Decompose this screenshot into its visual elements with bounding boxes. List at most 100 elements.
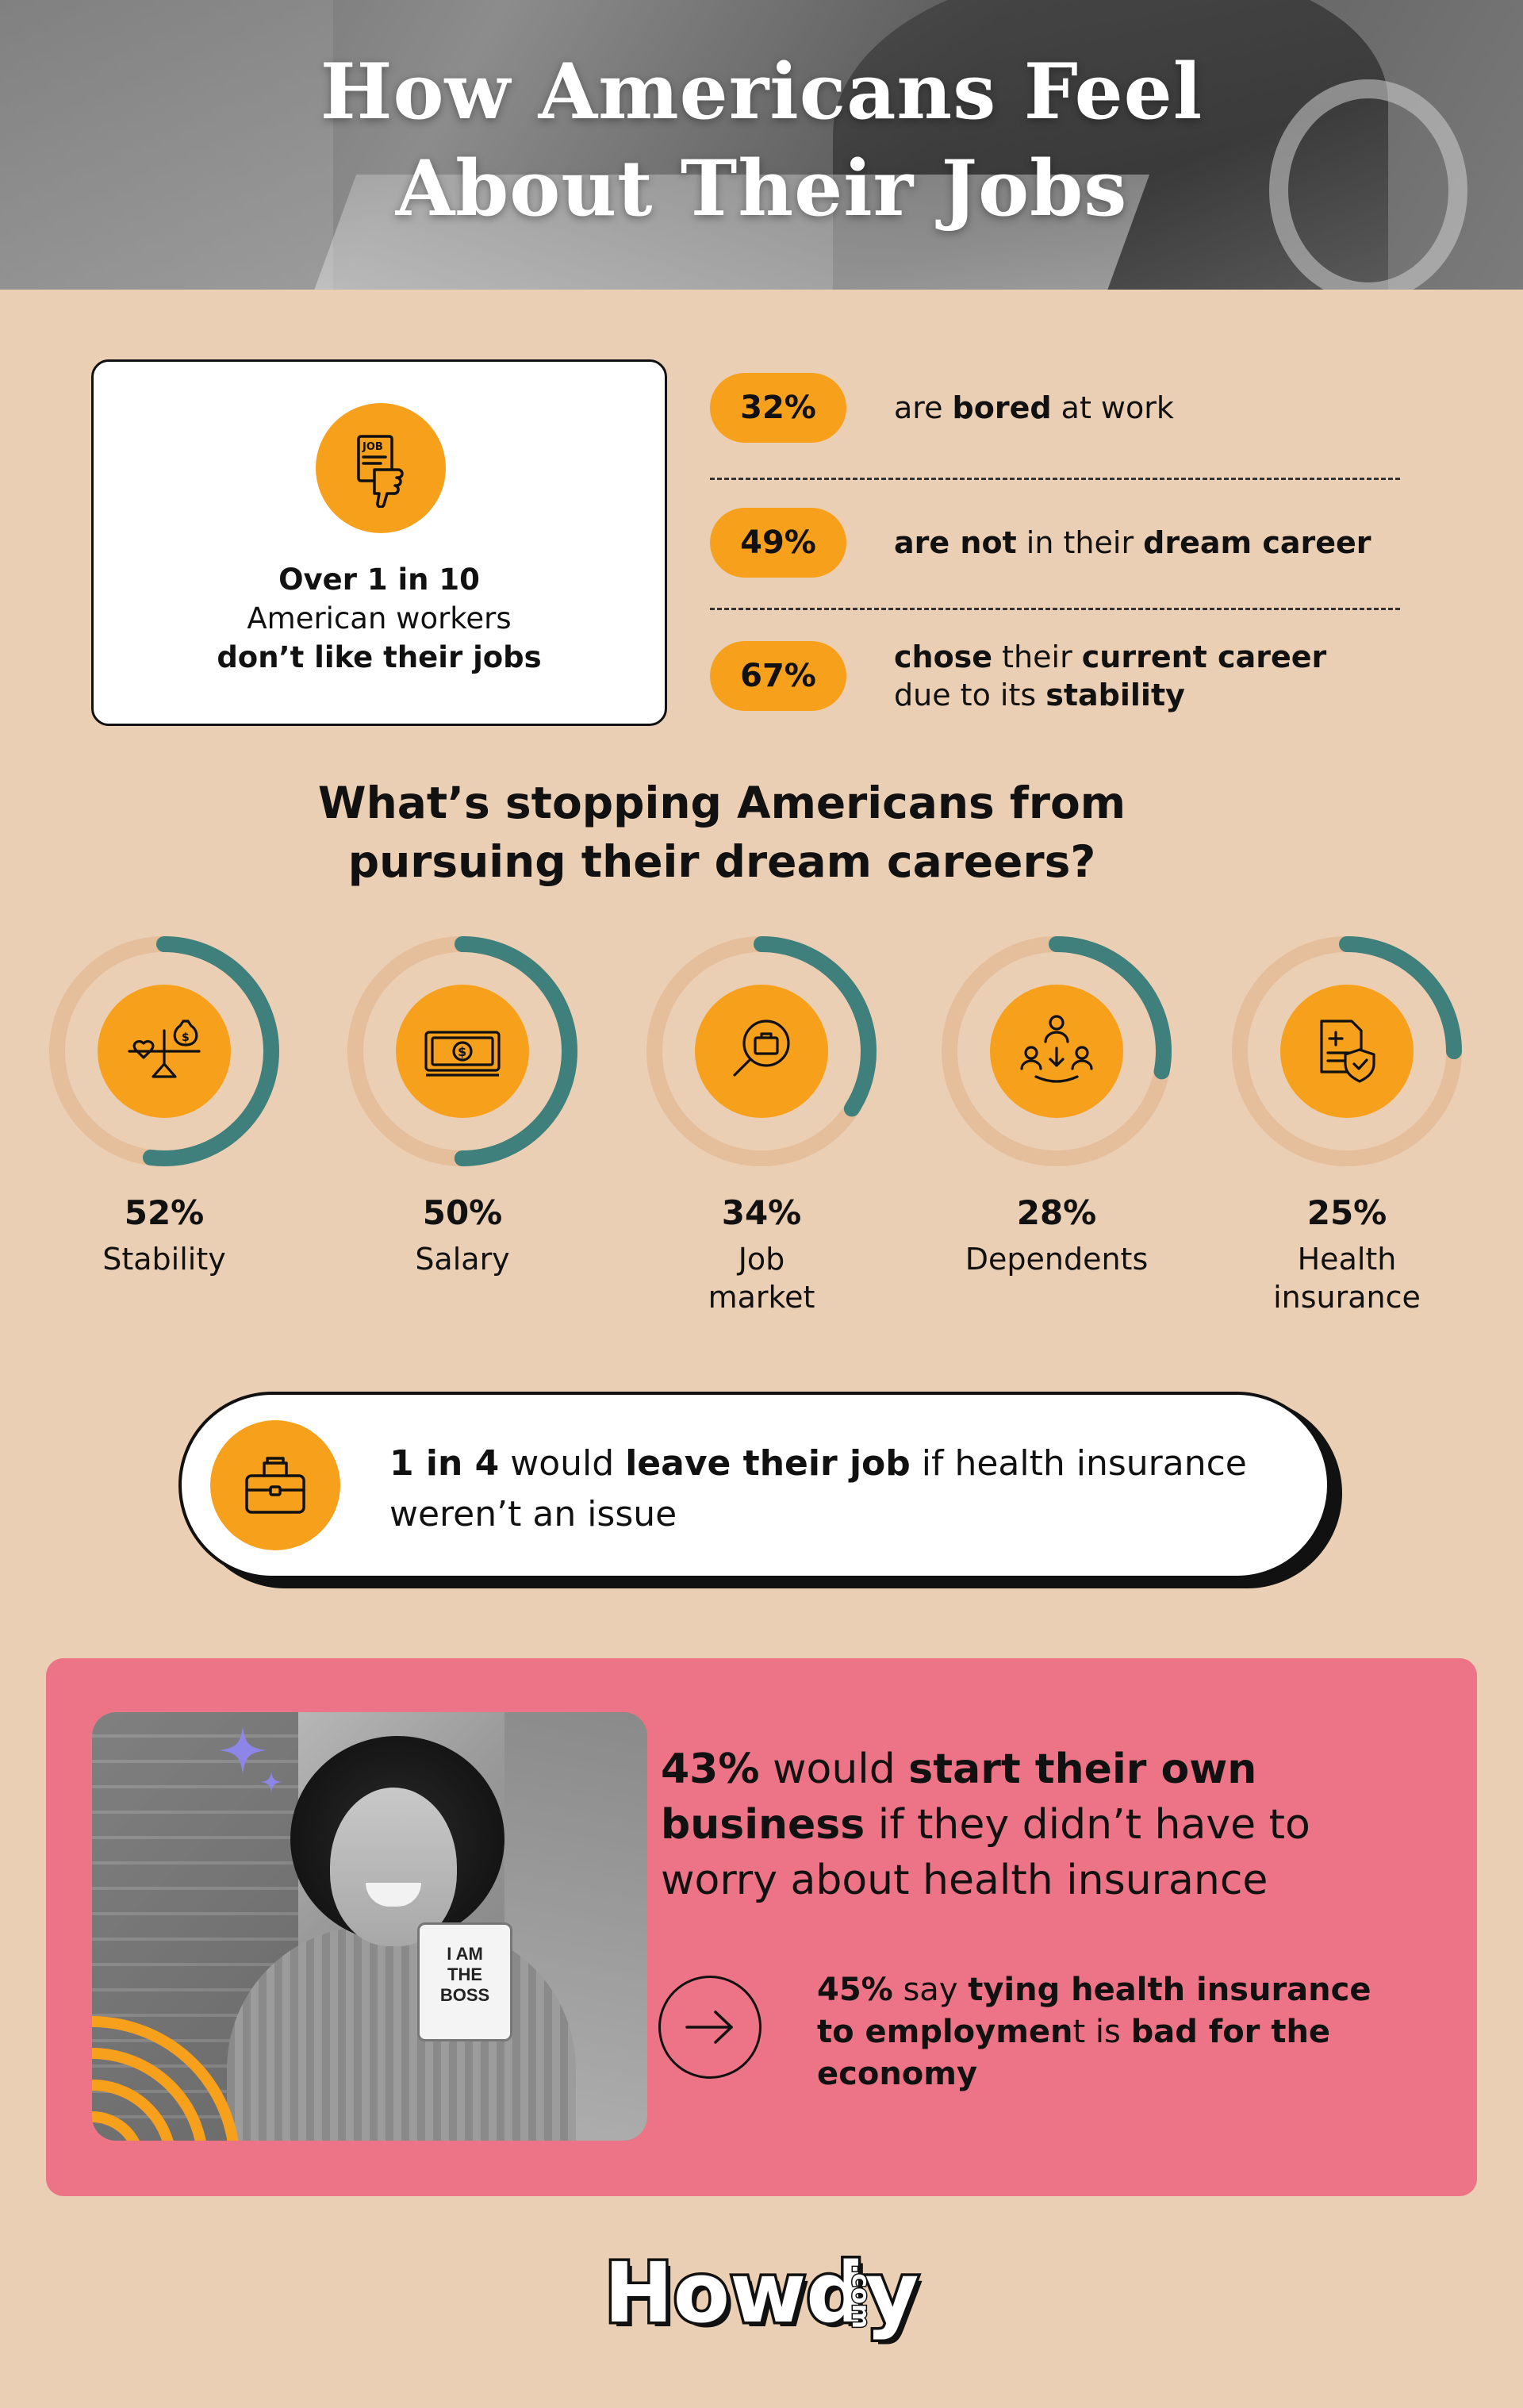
dashed-divider bbox=[710, 478, 1400, 480]
job-card-line-2: American workers bbox=[247, 601, 512, 636]
business-bold: business bbox=[661, 1801, 865, 1849]
scale-heart-money-icon: $ bbox=[128, 1020, 201, 1078]
callout-bold: leave their job bbox=[625, 1443, 911, 1484]
stat-text-part: in their bbox=[1016, 525, 1144, 560]
stat-text-bold: are not bbox=[894, 525, 1017, 560]
reason-percent: 52% bbox=[124, 1193, 205, 1232]
logo-wordmark: Howdy bbox=[601, 2243, 922, 2344]
stat-row-dream-career: 49% are not in their dream career bbox=[710, 508, 1408, 578]
business-bold: 43% bbox=[661, 1746, 760, 1793]
svg-text:JOB: JOB bbox=[362, 441, 383, 453]
job-card-line-1: Over 1 in 10 bbox=[278, 563, 480, 597]
stat-pill: 67% bbox=[710, 641, 846, 711]
stat-pill: 32% bbox=[710, 373, 846, 443]
ring-progress bbox=[49, 936, 279, 1166]
reason-salary: $ 50% Salary bbox=[343, 932, 581, 1278]
reason-percent: 28% bbox=[1016, 1193, 1097, 1232]
ring-chart: $ bbox=[49, 936, 279, 1166]
dashed-divider bbox=[710, 608, 1400, 610]
business-part: would bbox=[759, 1746, 909, 1793]
reason-percent: 50% bbox=[422, 1193, 503, 1232]
header-photo-shape bbox=[0, 0, 333, 290]
stat-text-bold: current career bbox=[1081, 639, 1327, 674]
mug-text-line-3: BOSS bbox=[439, 1985, 490, 2005]
ring-chart bbox=[942, 936, 1172, 1166]
economy-bold: 45% bbox=[817, 1972, 893, 2008]
callout-bold: 1 in 4 bbox=[389, 1443, 500, 1484]
economy-bold: tying health insurance bbox=[968, 1972, 1371, 2008]
arrow-right-icon bbox=[658, 1976, 762, 2079]
health-document-shield-icon bbox=[1320, 1020, 1375, 1083]
reason-label-line-1: Health bbox=[1297, 1242, 1397, 1277]
business-panel: I AM THE BOSS 43% would start their own … bbox=[46, 1658, 1477, 2196]
ring-chart bbox=[646, 936, 877, 1166]
reason-percent: 34% bbox=[721, 1193, 802, 1232]
reason-label: Health insurance bbox=[1228, 1240, 1466, 1316]
howdy-logo: Howdy .com bbox=[0, 2243, 1523, 2344]
reason-job-market: 34% Job market bbox=[643, 932, 880, 1316]
leave-job-text: 1 in 4 would leave their job if health i… bbox=[389, 1438, 1302, 1540]
callout-part: weren’t an issue bbox=[389, 1494, 677, 1534]
ring-chart bbox=[1232, 936, 1462, 1166]
business-part: worry about health insurance bbox=[661, 1857, 1268, 1904]
leave-job-callout: 1 in 4 would leave their job if health i… bbox=[178, 1392, 1330, 1579]
stat-row-stability: 67% chose their current career due to it… bbox=[710, 638, 1408, 714]
icon-circle bbox=[1280, 985, 1414, 1118]
start-business-text: 43% would start their own business if th… bbox=[661, 1742, 1438, 1908]
stat-text-part: their bbox=[992, 639, 1082, 674]
mug-text-line-2: THE bbox=[447, 1964, 482, 1984]
stat-row-bored: 32% are bored at work bbox=[710, 373, 1408, 443]
economy-part: say bbox=[892, 1972, 969, 2008]
stat-text: chose their current career due to its st… bbox=[894, 638, 1326, 714]
reason-label: Salary bbox=[343, 1240, 581, 1278]
icon-circle bbox=[396, 985, 529, 1118]
job-dislike-text: Over 1 in 10 American workers don’t like… bbox=[94, 560, 665, 677]
reason-dependents: 28% Dependents bbox=[938, 932, 1176, 1278]
stat-text-part: due to its bbox=[894, 678, 1046, 712]
ring-progress bbox=[646, 936, 877, 1166]
briefcase-icon bbox=[210, 1420, 340, 1550]
business-bold: start their own bbox=[908, 1746, 1257, 1793]
title-line-2: About Their Jobs bbox=[395, 144, 1128, 233]
economy-bold: to employmen bbox=[817, 2014, 1073, 2050]
economy-bold: bad for the bbox=[1130, 2014, 1331, 2050]
stat-text-bold: stability bbox=[1045, 678, 1185, 712]
icon-circle bbox=[695, 985, 828, 1118]
svg-text:$: $ bbox=[182, 1031, 190, 1044]
economy-bold: economy bbox=[817, 2056, 978, 2092]
orange-arcs-decoration bbox=[92, 2016, 239, 2141]
stat-text: are not in their dream career bbox=[894, 524, 1371, 562]
mug-text-line-1: I AM bbox=[447, 1944, 483, 1964]
reason-label: Stability bbox=[45, 1240, 283, 1278]
family-icon bbox=[1020, 1015, 1093, 1083]
page-title: How Americans Feel About Their Jobs bbox=[0, 44, 1523, 237]
reason-label: Job market bbox=[643, 1240, 880, 1316]
economy-text: 45% say tying health insurance to employ… bbox=[817, 1969, 1404, 2095]
economy-part: t is bbox=[1072, 2014, 1131, 2050]
reason-health-insurance: 25% Health insurance bbox=[1228, 932, 1466, 1316]
header-banner: How Americans Feel About Their Jobs bbox=[0, 0, 1523, 290]
section-title: What’s stopping Americans from pursuing … bbox=[0, 774, 1444, 891]
logo-suffix: .com bbox=[846, 2264, 876, 2330]
reason-label: Dependents bbox=[938, 1240, 1176, 1278]
reason-label-line-1: Stability bbox=[102, 1242, 226, 1277]
photo-face bbox=[330, 1788, 457, 1946]
stat-text-part: at work bbox=[1051, 390, 1174, 425]
ring-chart: $ bbox=[347, 936, 577, 1166]
stat-pill: 49% bbox=[710, 508, 846, 578]
boss-mug: I AM THE BOSS bbox=[417, 1922, 512, 2041]
reason-label-line-1: Salary bbox=[415, 1242, 510, 1277]
stat-text-bold: bored bbox=[952, 390, 1052, 425]
ring-progress bbox=[347, 936, 577, 1166]
svg-text:$: $ bbox=[458, 1044, 466, 1059]
title-line-1: How Americans Feel bbox=[320, 47, 1203, 136]
job-card-line-3: don’t like their jobs bbox=[217, 640, 542, 674]
sparkle-icon bbox=[219, 1726, 282, 1793]
magnifier-briefcase-icon bbox=[733, 1020, 790, 1077]
stat-text-bold: dream career bbox=[1143, 525, 1371, 560]
reason-label-line-1: Dependents bbox=[965, 1242, 1149, 1277]
photo-sweater bbox=[227, 1926, 576, 2141]
stat-text: are bored at work bbox=[894, 389, 1174, 427]
stat-text-bold: chose bbox=[894, 639, 993, 674]
reason-percent: 25% bbox=[1306, 1193, 1387, 1232]
